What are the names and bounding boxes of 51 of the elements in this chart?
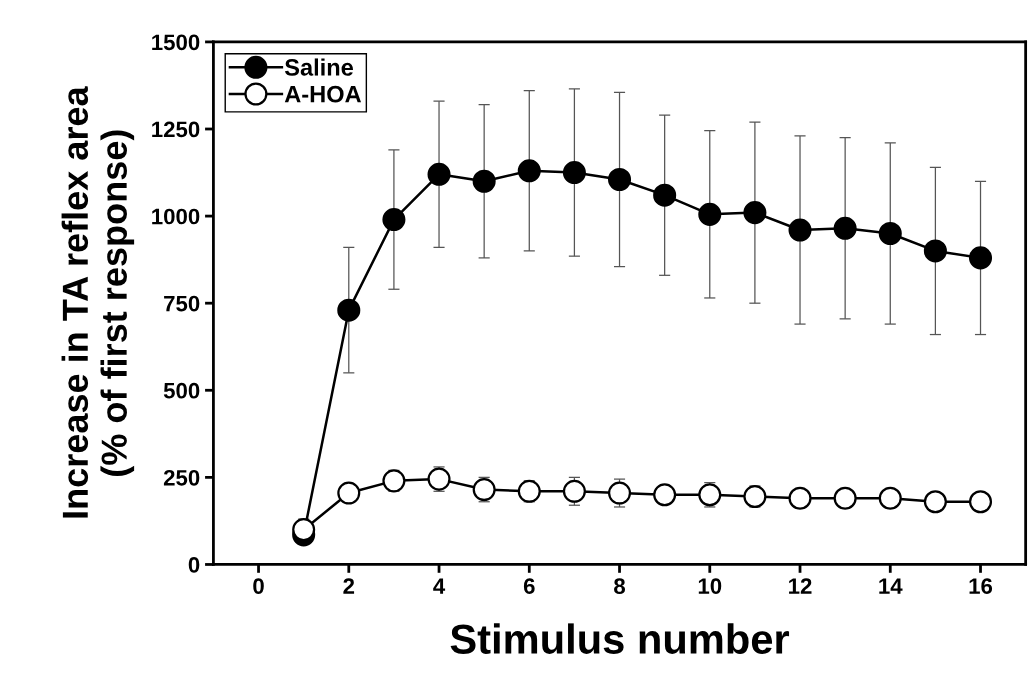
x-tick-label: 10 — [698, 578, 722, 594]
point — [878, 486, 902, 510]
point — [698, 483, 722, 507]
x-tick-label: 8 — [614, 578, 626, 594]
point — [562, 161, 586, 185]
x-tick-label: 4 — [433, 578, 446, 594]
point — [292, 518, 316, 542]
point — [743, 201, 767, 225]
point — [653, 483, 677, 507]
point — [337, 298, 361, 322]
point — [427, 467, 451, 491]
y-tick-label: 250 — [163, 469, 200, 486]
point — [653, 183, 677, 207]
point — [698, 202, 722, 226]
point — [337, 481, 361, 505]
x-tick-label: 6 — [523, 578, 535, 594]
y-axis-title: Increase in TA reflex area (% of first response) — [61, 86, 135, 518]
x-tick-label: 0 — [253, 578, 264, 594]
point — [833, 216, 857, 240]
x-tick-label: 12 — [789, 578, 812, 594]
point — [472, 478, 496, 502]
point — [382, 469, 406, 493]
y-tick-label: 750 — [164, 295, 200, 312]
point — [968, 490, 993, 514]
legend-label: Saline — [284, 58, 353, 76]
x-tick-label: 2 — [343, 578, 355, 594]
point — [517, 479, 541, 503]
point — [427, 162, 451, 186]
y-tick-label: 1250 — [152, 121, 200, 138]
legend-label: A-HOA — [284, 85, 362, 103]
y-tick-label: 1500 — [152, 34, 200, 51]
point — [608, 167, 632, 192]
point — [743, 485, 767, 509]
point — [968, 246, 993, 270]
point — [788, 218, 812, 242]
point — [923, 490, 947, 514]
point — [923, 239, 947, 263]
point — [788, 486, 812, 510]
x-tick-label: 16 — [969, 578, 993, 594]
point — [833, 486, 857, 510]
x-tick-label: 14 — [879, 578, 903, 594]
y-tick-label: 1000 — [152, 208, 200, 225]
x-axis-title: Stimulus number — [450, 623, 790, 654]
point — [562, 479, 586, 503]
point — [382, 208, 406, 232]
point — [878, 221, 902, 246]
point — [472, 169, 496, 193]
point — [517, 159, 541, 183]
y-tick-label: 500 — [163, 382, 200, 399]
point — [608, 481, 632, 505]
y-tick-label: 0 — [188, 556, 200, 573]
